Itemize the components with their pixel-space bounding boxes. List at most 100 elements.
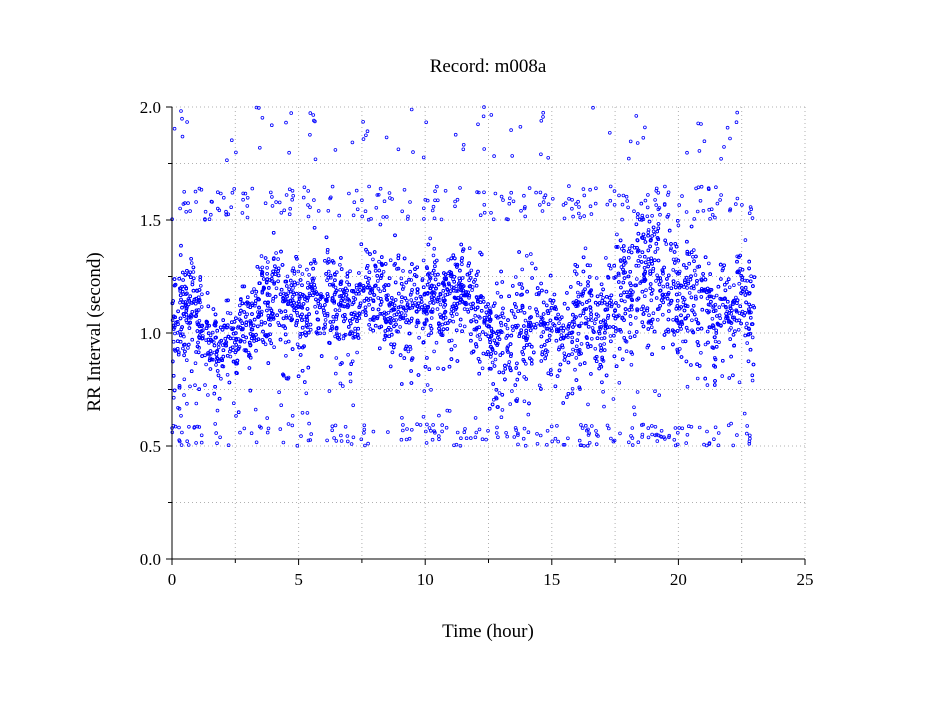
- data-point: [575, 379, 578, 382]
- data-point: [493, 339, 496, 342]
- data-point: [700, 327, 703, 330]
- data-point: [397, 254, 400, 257]
- data-point: [600, 337, 603, 340]
- data-point: [209, 350, 212, 353]
- data-point: [737, 328, 740, 331]
- data-point: [617, 305, 620, 308]
- data-point: [662, 346, 665, 349]
- data-point: [252, 324, 255, 327]
- data-point: [186, 269, 189, 272]
- data-point: [349, 380, 352, 383]
- data-point: [590, 319, 593, 322]
- data-point: [277, 280, 280, 283]
- data-point: [302, 303, 305, 306]
- data-point: [241, 285, 244, 288]
- data-point: [542, 331, 545, 334]
- data-point: [540, 282, 543, 285]
- data-point: [273, 346, 276, 349]
- data-point: [309, 328, 312, 331]
- data-point: [674, 243, 677, 246]
- data-point: [403, 357, 406, 360]
- data-point: [411, 263, 414, 266]
- data-point: [276, 314, 279, 317]
- data-point: [521, 287, 524, 290]
- data-point: [179, 254, 182, 257]
- data-point: [428, 368, 431, 371]
- data-point: [558, 369, 561, 372]
- data-point: [209, 368, 212, 371]
- data-point: [270, 342, 273, 345]
- data-point: [640, 202, 643, 205]
- data-point: [751, 336, 754, 339]
- data-point: [347, 353, 350, 356]
- data-point: [200, 306, 203, 309]
- data-point: [623, 277, 626, 280]
- data-point: [343, 320, 346, 323]
- data-point: [264, 321, 267, 324]
- data-point: [686, 287, 689, 290]
- data-point: [180, 244, 183, 247]
- data-point: [623, 291, 626, 294]
- data-point: [655, 242, 658, 245]
- data-point: [668, 310, 671, 313]
- data-point: [246, 296, 249, 299]
- data-point: [393, 343, 396, 346]
- data-point: [190, 257, 193, 260]
- data-point: [501, 312, 504, 315]
- data-point: [242, 335, 245, 338]
- data-point: [188, 327, 191, 330]
- data-point: [599, 321, 602, 324]
- data-point: [478, 360, 481, 363]
- data-point: [637, 259, 640, 262]
- data-point: [312, 267, 315, 270]
- data-point: [266, 272, 269, 275]
- data-point: [672, 318, 675, 321]
- data-point: [510, 309, 513, 312]
- data-point: [624, 312, 627, 315]
- data-point: [501, 352, 504, 355]
- data-point: [573, 270, 576, 273]
- data-point: [304, 331, 307, 334]
- data-point: [536, 311, 539, 314]
- data-point: [267, 362, 270, 365]
- data-point: [620, 299, 623, 302]
- data-point: [640, 308, 643, 311]
- data-point: [390, 333, 393, 336]
- data-point: [577, 295, 580, 298]
- data-point: [426, 357, 429, 360]
- data-point: [540, 335, 543, 338]
- data-point: [545, 354, 548, 357]
- data-point: [512, 313, 515, 316]
- data-point: [379, 297, 382, 300]
- data-point: [218, 397, 221, 400]
- data-point: [670, 287, 673, 290]
- data-point: [243, 311, 246, 314]
- data-point: [264, 257, 267, 260]
- data-point: [628, 247, 631, 250]
- data-point: [380, 256, 383, 259]
- data-point: [434, 261, 437, 264]
- data-point: [744, 334, 747, 337]
- data-point: [359, 289, 362, 292]
- data-point: [640, 261, 643, 264]
- data-point: [647, 258, 650, 261]
- data-point: [508, 295, 511, 298]
- data-point: [184, 350, 187, 353]
- data-point: [520, 309, 523, 312]
- data-point: [429, 237, 432, 240]
- data-point: [593, 322, 596, 325]
- data-point: [185, 359, 188, 362]
- data-point: [397, 292, 400, 295]
- data-point: [659, 304, 662, 307]
- data-point: [172, 374, 175, 377]
- data-point: [523, 311, 526, 314]
- data-point: [650, 260, 653, 263]
- data-point: [502, 371, 505, 374]
- data-point: [679, 325, 682, 328]
- data-point: [420, 301, 423, 304]
- data-point: [559, 363, 562, 366]
- data-point: [485, 353, 488, 356]
- data-point: [347, 326, 350, 329]
- data-point: [206, 292, 209, 295]
- data-point: [474, 314, 477, 317]
